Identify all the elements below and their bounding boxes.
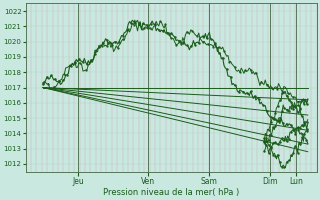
X-axis label: Pression niveau de la mer( hPa ): Pression niveau de la mer( hPa )	[103, 188, 239, 197]
